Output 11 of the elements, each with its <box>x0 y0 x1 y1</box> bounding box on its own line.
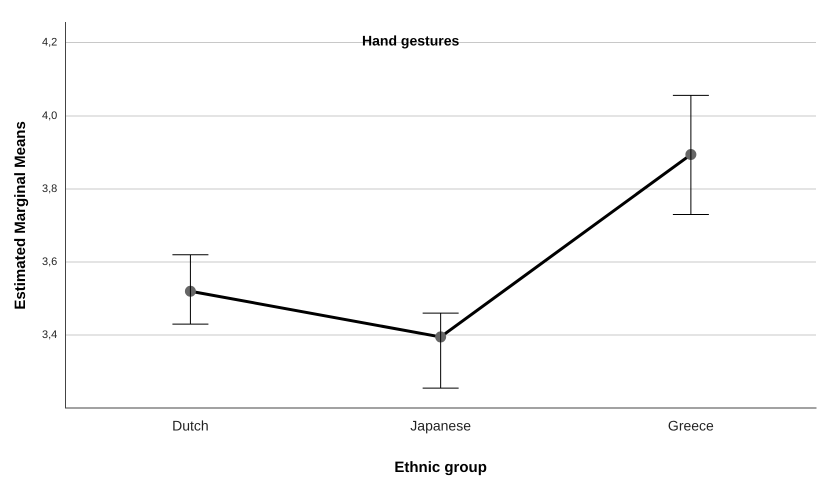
x-axis-title: Ethnic group <box>394 459 487 476</box>
x-tick-label: Greece <box>668 417 714 434</box>
y-tick-label: 3,6 <box>42 256 58 268</box>
y-tick-label: 4,0 <box>42 110 58 122</box>
y-tick-label: 3,8 <box>42 182 58 195</box>
y-axis-title: Estimated Marginal Means <box>12 121 30 310</box>
y-tick-label: 4,2 <box>42 36 58 49</box>
text: Hand gestures <box>362 32 460 48</box>
x-tick-label: Dutch <box>172 417 209 434</box>
y-tick-label: 3,4 <box>42 329 58 342</box>
x-tick-label: Japanese <box>410 417 472 434</box>
